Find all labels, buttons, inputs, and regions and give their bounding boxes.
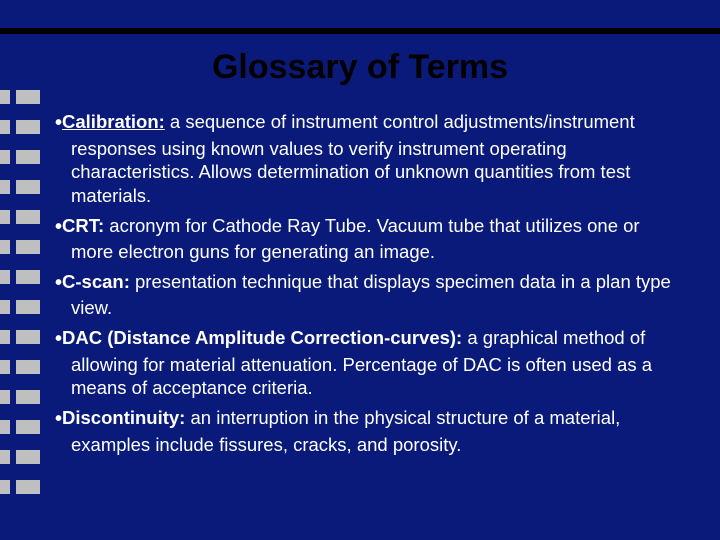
glossary-item: •C-scan: presentation technique that dis… (55, 270, 685, 320)
decor-row (0, 210, 44, 224)
decor-block (0, 300, 10, 314)
glossary-list: •Calibration: a sequence of instrument c… (55, 110, 685, 462)
decor-block (0, 150, 10, 164)
decor-block (0, 480, 10, 494)
decor-block (16, 480, 40, 494)
bullet-icon: • (55, 408, 62, 430)
decor-block (16, 330, 40, 344)
decor-block (16, 420, 40, 434)
glossary-item: •CRT: acronym for Cathode Ray Tube. Vacu… (55, 214, 685, 264)
decor-row (0, 180, 44, 194)
left-decor-blocks (0, 90, 44, 494)
decor-row (0, 270, 44, 284)
top-divider-bar (0, 28, 720, 34)
decor-block (0, 120, 10, 134)
decor-block (0, 360, 10, 374)
glossary-term: C-scan: (62, 271, 130, 292)
decor-block (16, 360, 40, 374)
decor-block (16, 270, 40, 284)
glossary-term: Calibration: (62, 111, 165, 132)
glossary-term: Discontinuity: (62, 407, 185, 428)
decor-block (16, 120, 40, 134)
decor-block (0, 240, 10, 254)
decor-block (16, 90, 40, 104)
page-title: Glossary of Terms (0, 48, 720, 87)
bullet-icon: • (55, 328, 62, 350)
glossary-definition: presentation technique that displays spe… (71, 271, 671, 319)
decor-row (0, 120, 44, 134)
decor-block (16, 240, 40, 254)
glossary-term: CRT: (62, 215, 104, 236)
glossary-term: DAC (Distance Amplitude Correction-curve… (62, 327, 462, 348)
bullet-icon: • (55, 272, 62, 294)
glossary-item: •Calibration: a sequence of instrument c… (55, 110, 685, 208)
decor-row (0, 300, 44, 314)
decor-block (16, 390, 40, 404)
decor-row (0, 360, 44, 374)
glossary-item: •DAC (Distance Amplitude Correction-curv… (55, 326, 685, 400)
decor-row (0, 450, 44, 464)
decor-block (0, 210, 10, 224)
decor-row (0, 390, 44, 404)
decor-block (0, 390, 10, 404)
decor-block (0, 330, 10, 344)
decor-row (0, 420, 44, 434)
decor-block (16, 150, 40, 164)
decor-row (0, 330, 44, 344)
decor-row (0, 150, 44, 164)
decor-block (0, 420, 10, 434)
decor-block (0, 450, 10, 464)
decor-row (0, 480, 44, 494)
decor-block (16, 450, 40, 464)
decor-row (0, 240, 44, 254)
decor-block (0, 90, 10, 104)
decor-block (16, 180, 40, 194)
glossary-definition: acronym for Cathode Ray Tube. Vacuum tub… (71, 215, 640, 263)
bullet-icon: • (55, 112, 62, 134)
glossary-item: •Discontinuity: an interruption in the p… (55, 406, 685, 456)
bullet-icon: • (55, 216, 62, 238)
decor-block (16, 210, 40, 224)
decor-block (16, 300, 40, 314)
decor-block (0, 180, 10, 194)
decor-block (0, 270, 10, 284)
decor-row (0, 90, 44, 104)
